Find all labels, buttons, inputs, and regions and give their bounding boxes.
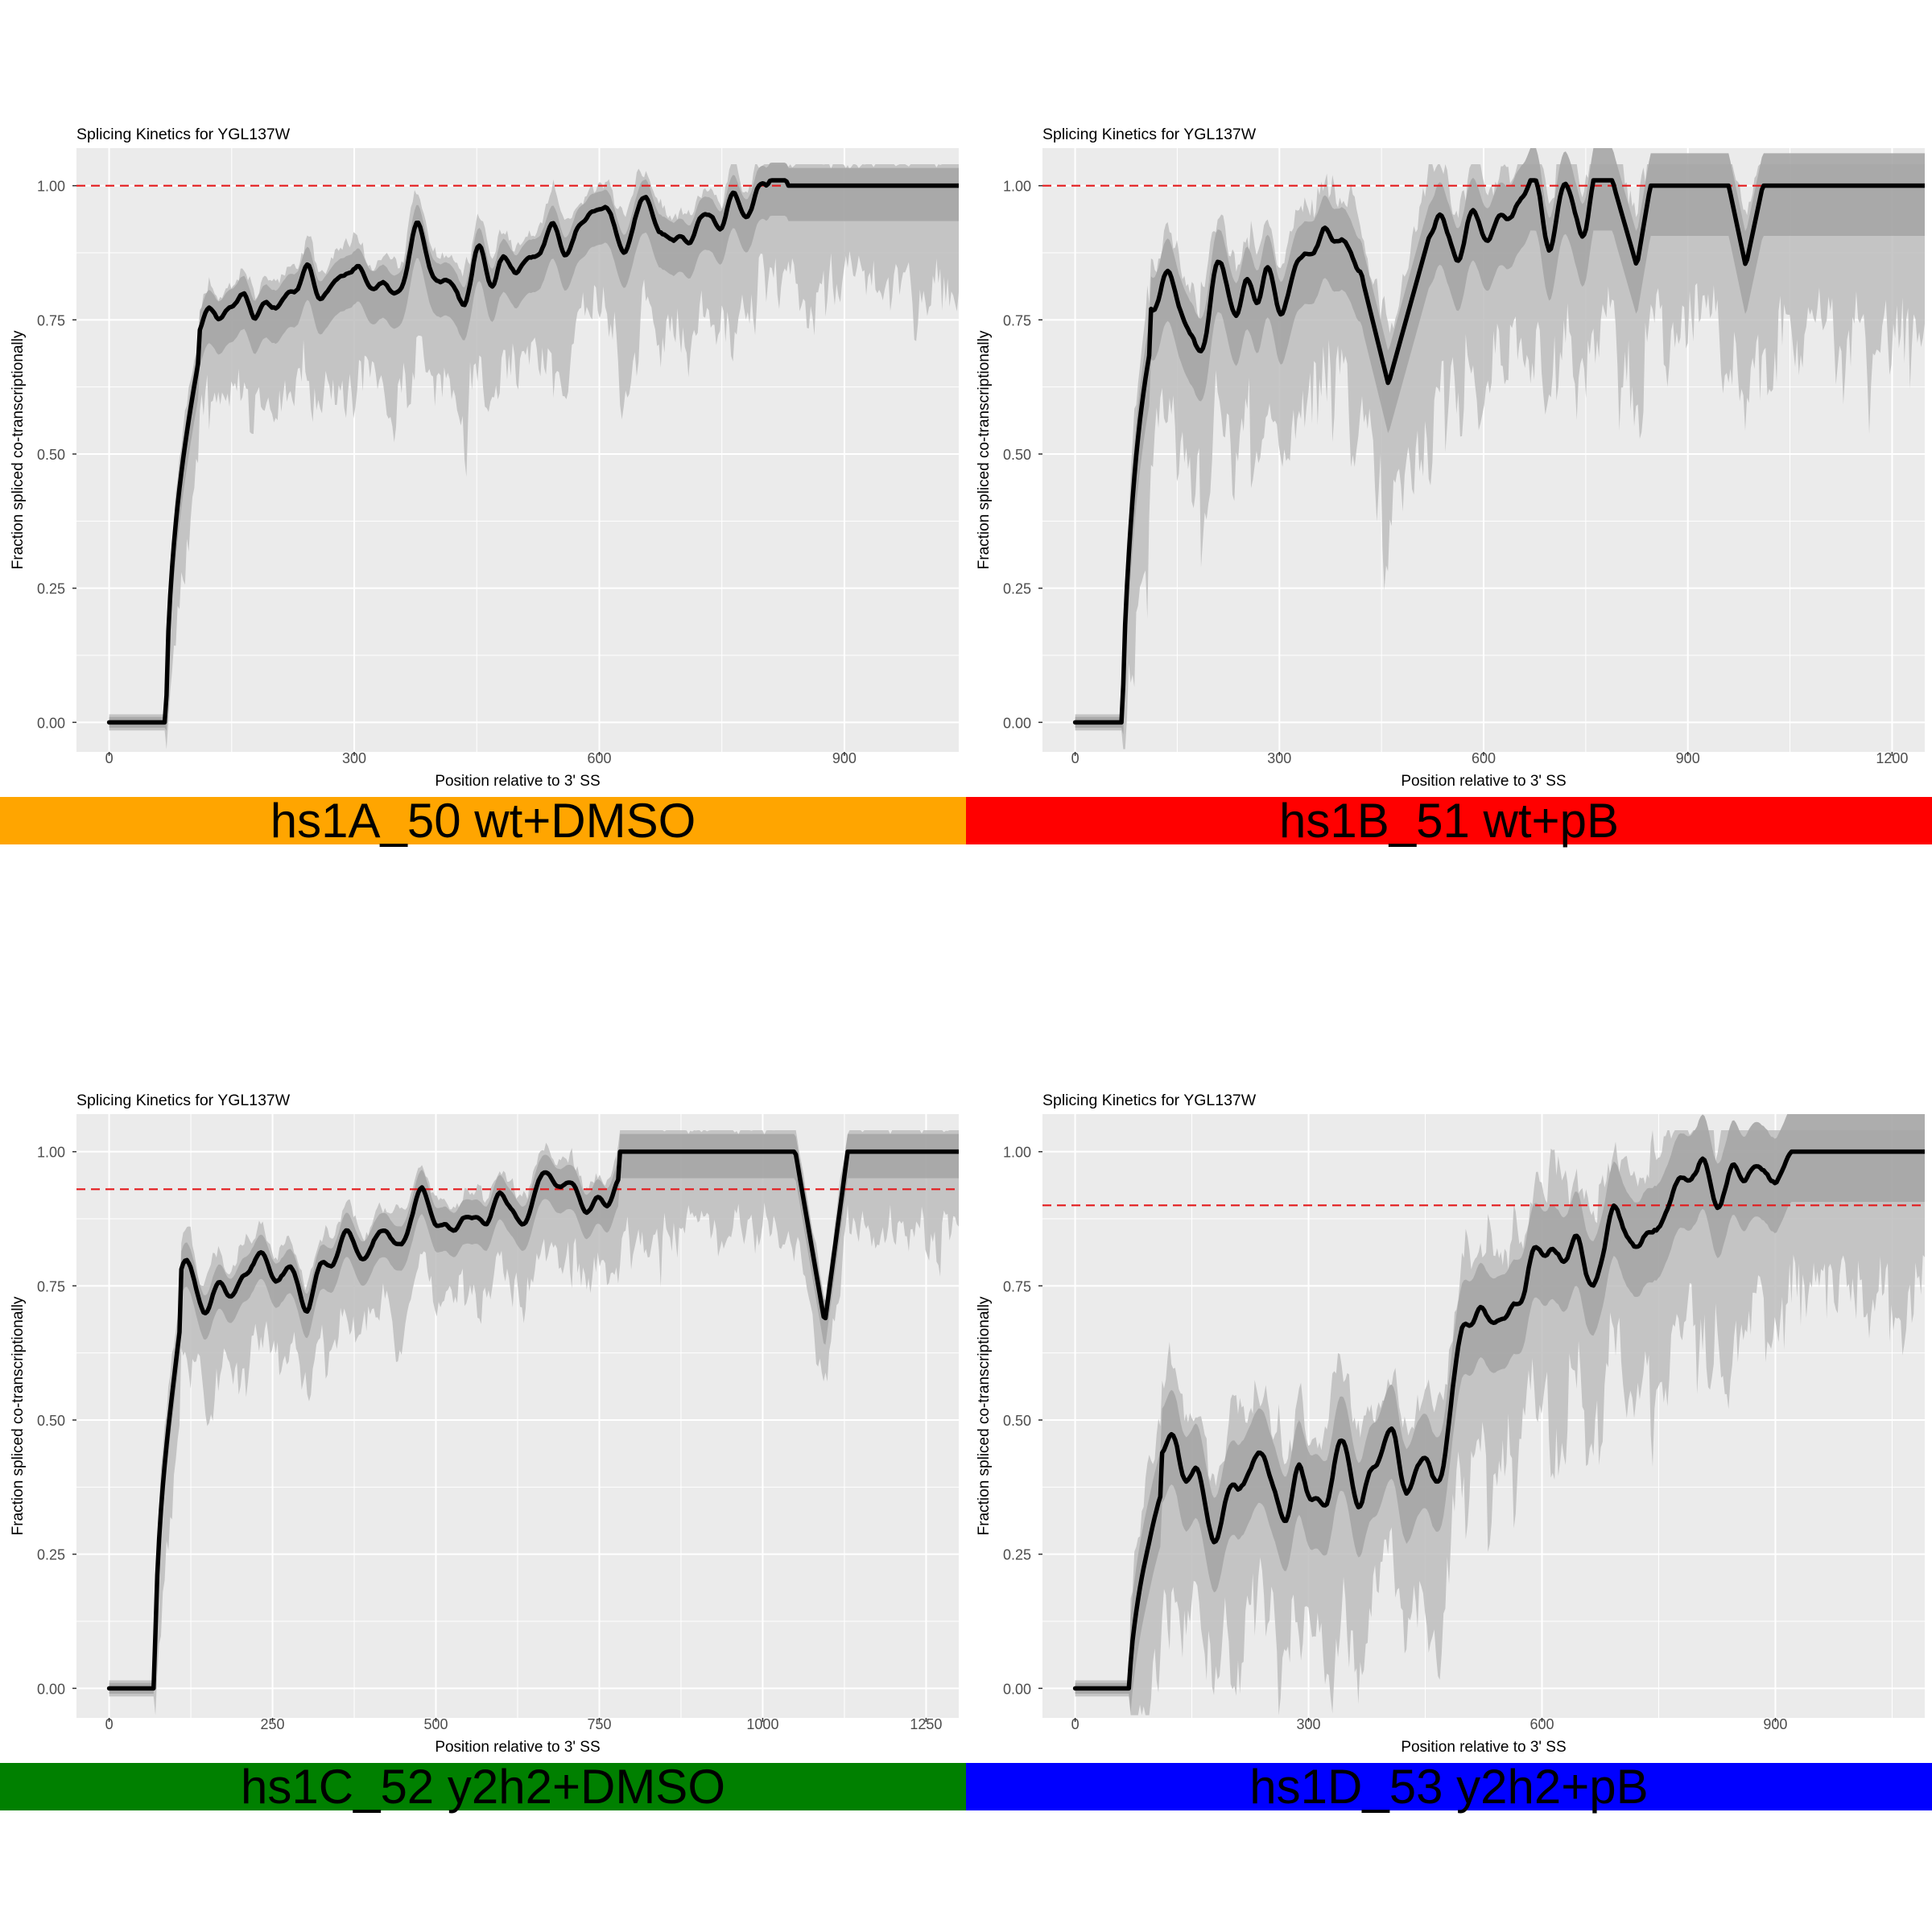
svg-text:0.75: 0.75 <box>1003 1278 1031 1294</box>
svg-text:Position relative to 3' SS: Position relative to 3' SS <box>435 773 600 790</box>
svg-text:0.50: 0.50 <box>37 447 65 463</box>
svg-text:0.25: 0.25 <box>37 1547 65 1563</box>
svg-text:0.00: 0.00 <box>1003 715 1031 731</box>
svg-text:Fraction spliced co-transcript: Fraction spliced co-transcriptionally <box>976 330 993 569</box>
svg-text:0.50: 0.50 <box>1003 447 1031 463</box>
svg-text:0.75: 0.75 <box>1003 312 1031 328</box>
svg-text:Position relative to 3' SS: Position relative to 3' SS <box>435 1739 600 1756</box>
svg-text:0.00: 0.00 <box>37 1681 65 1697</box>
svg-text:Splicing Kinetics for YGL137W: Splicing Kinetics for YGL137W <box>76 126 291 143</box>
svg-text:0.00: 0.00 <box>37 715 65 731</box>
svg-text:Splicing Kinetics for YGL137W: Splicing Kinetics for YGL137W <box>1042 1092 1257 1109</box>
svg-text:Position relative to 3' SS: Position relative to 3' SS <box>1401 1739 1566 1756</box>
svg-text:0.25: 0.25 <box>1003 581 1031 597</box>
svg-text:0.25: 0.25 <box>1003 1547 1031 1563</box>
svg-text:0.50: 0.50 <box>37 1413 65 1429</box>
svg-text:Position relative to 3' SS: Position relative to 3' SS <box>1401 773 1566 790</box>
svg-text:Splicing Kinetics for YGL137W: Splicing Kinetics for YGL137W <box>1042 126 1257 143</box>
svg-text:1.00: 1.00 <box>37 179 65 195</box>
svg-text:Fraction spliced co-transcript: Fraction spliced co-transcriptionally <box>976 1296 993 1535</box>
svg-text:Splicing Kinetics for YGL137W: Splicing Kinetics for YGL137W <box>76 1092 291 1109</box>
svg-text:0.75: 0.75 <box>37 312 65 328</box>
svg-text:1.00: 1.00 <box>1003 1145 1031 1161</box>
svg-text:0.50: 0.50 <box>1003 1413 1031 1429</box>
svg-text:0.00: 0.00 <box>1003 1681 1031 1697</box>
svg-text:0.25: 0.25 <box>37 581 65 597</box>
svg-text:0.75: 0.75 <box>37 1278 65 1294</box>
svg-text:1.00: 1.00 <box>1003 179 1031 195</box>
svg-text:1.00: 1.00 <box>37 1145 65 1161</box>
svg-text:Fraction spliced co-transcript: Fraction spliced co-transcriptionally <box>10 330 27 569</box>
svg-text:Fraction spliced co-transcript: Fraction spliced co-transcriptionally <box>10 1296 27 1535</box>
